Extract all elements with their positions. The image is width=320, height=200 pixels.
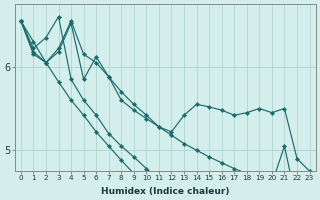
X-axis label: Humidex (Indice chaleur): Humidex (Indice chaleur) <box>101 187 229 196</box>
